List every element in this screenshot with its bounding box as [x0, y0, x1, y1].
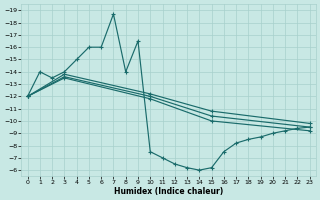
X-axis label: Humidex (Indice chaleur): Humidex (Indice chaleur): [114, 187, 223, 196]
